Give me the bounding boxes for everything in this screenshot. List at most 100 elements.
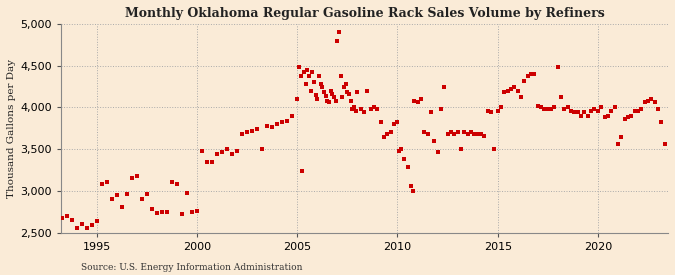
Point [382,132,393,136]
Point [609,105,620,109]
Point [379,135,389,140]
Point [332,39,343,43]
Point [152,211,163,216]
Point [479,134,489,138]
Point [456,147,466,151]
Point [462,132,473,136]
Point [256,147,267,151]
Point [167,180,178,185]
Point [389,122,400,126]
Point [352,90,362,95]
Point [583,114,593,118]
Point [369,105,379,109]
Point [111,193,122,197]
Point [416,97,427,101]
Point [409,98,420,103]
Point [526,72,537,76]
Point [429,139,439,143]
Point [656,120,667,125]
Point [313,73,324,78]
Point [606,108,617,113]
Point [142,192,153,196]
Point [486,110,497,115]
Point [659,142,670,146]
Point [305,89,316,93]
Point [559,107,570,111]
Point [171,182,182,186]
Point [317,85,328,90]
Point [97,182,107,186]
Point [552,65,563,70]
Point [506,87,516,91]
Point [161,210,172,215]
Point [446,130,456,134]
Point [394,148,404,153]
Point [325,89,336,93]
Point [649,100,660,104]
Point [267,125,277,130]
Point [287,114,298,118]
Point [335,73,346,78]
Point [632,108,643,113]
Point [362,89,373,93]
Point [157,210,167,214]
Point [57,215,68,220]
Point [358,110,369,115]
Point [294,65,304,70]
Point [536,105,547,109]
Point [76,222,87,226]
Point [207,160,217,165]
Point [202,160,213,165]
Point [476,132,487,136]
Point [639,100,650,104]
Point [61,214,72,218]
Point [196,148,207,153]
Point [616,135,627,140]
Point [619,117,630,121]
Point [435,107,446,111]
Point [562,105,573,109]
Point [146,207,157,211]
Point [566,108,576,113]
Point [516,95,526,100]
Point [643,98,653,103]
Point [310,93,321,97]
Point [372,107,383,111]
Point [452,130,463,134]
Point [212,152,223,156]
Point [327,92,338,96]
Point [579,110,590,115]
Point [330,98,341,103]
Point [492,108,503,113]
Point [412,100,423,104]
Point [489,147,500,151]
Point [126,176,137,180]
Point [502,89,513,93]
Point [626,114,637,118]
Point [636,107,647,111]
Point [432,150,443,155]
Point [232,148,242,153]
Point [292,97,302,101]
Point [512,89,523,93]
Point [529,72,540,76]
Point [546,107,557,111]
Point [599,115,610,120]
Point [308,80,319,84]
Point [344,92,354,96]
Point [375,120,386,125]
Point [425,110,436,115]
Point [277,120,288,125]
Point [549,105,560,109]
Point [72,225,82,230]
Point [322,98,333,103]
Point [593,108,603,113]
Point [282,119,293,123]
Point [86,223,97,227]
Point [302,68,313,72]
Point [217,150,227,155]
Point [442,132,453,136]
Point [449,132,460,136]
Point [247,128,258,133]
Point [576,114,587,118]
